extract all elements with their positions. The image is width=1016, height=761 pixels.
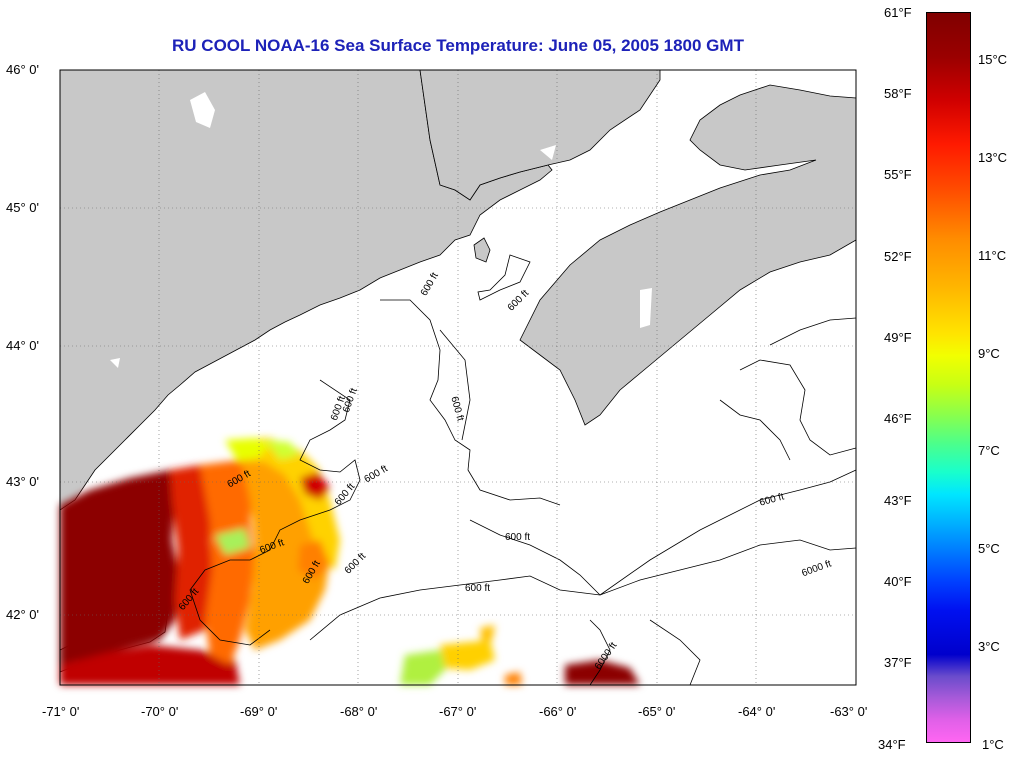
colorbar-c-label: 13°C xyxy=(978,150,1008,165)
lon-label: -65° 0' xyxy=(638,704,676,719)
land-speckles xyxy=(110,92,652,368)
colorbar-f-label: 37°F xyxy=(884,655,912,670)
lat-label: 43° 0' xyxy=(6,474,39,489)
lon-label: -70° 0' xyxy=(141,704,179,719)
temperature-colorbar xyxy=(926,12,971,743)
lat-label: 46° 0' xyxy=(6,62,39,77)
contour-label: 600 ft xyxy=(465,583,491,594)
map-grid xyxy=(60,70,856,685)
colorbar-f-label: 43°F xyxy=(884,493,912,508)
sst-data xyxy=(60,438,640,685)
contour-label: 600 ft xyxy=(505,532,531,543)
lon-label: -63° 0' xyxy=(830,704,868,719)
colorbar-f-label: 34°F xyxy=(878,737,906,752)
lat-label: 42° 0' xyxy=(6,607,39,622)
colorbar-c-label: 7°C xyxy=(978,443,1000,458)
colorbar-c-label: 3°C xyxy=(978,639,1000,654)
colorbar-c-label: 15°C xyxy=(978,52,1008,67)
colorbar-f-label: 55°F xyxy=(884,167,912,182)
lon-label: -67° 0' xyxy=(439,704,477,719)
land-nova-scotia xyxy=(519,84,857,426)
colorbar-f-label: 58°F xyxy=(884,86,912,101)
lon-label: -68° 0' xyxy=(340,704,378,719)
colorbar-f-label: 40°F xyxy=(884,574,912,589)
colorbar-c-label: 11°C xyxy=(978,248,1007,263)
lon-label: -71° 0' xyxy=(42,704,80,719)
colorbar-f-label: 46°F xyxy=(884,411,912,426)
lat-label: 44° 0' xyxy=(6,338,39,353)
colorbar-c-label: 5°C xyxy=(978,541,1000,556)
colorbar-f-label: 52°F xyxy=(884,249,912,264)
lon-label: -66° 0' xyxy=(539,704,577,719)
colorbar-f-label: 49°F xyxy=(884,330,912,345)
lon-label: -69° 0' xyxy=(240,704,278,719)
lat-label: 45° 0' xyxy=(6,200,39,215)
depth-contours xyxy=(189,254,857,686)
map-frame xyxy=(59,69,857,686)
colorbar-c-label: 9°C xyxy=(978,346,1000,361)
land-island xyxy=(473,237,491,263)
colorbar-f-label: 61°F xyxy=(884,5,912,20)
map-title: RU COOL NOAA-16 Sea Surface Temperature:… xyxy=(172,36,744,55)
colorbar-c-label: 1°C xyxy=(982,737,1004,752)
land-new-brunswick xyxy=(385,69,661,201)
lon-label: -64° 0' xyxy=(738,704,776,719)
